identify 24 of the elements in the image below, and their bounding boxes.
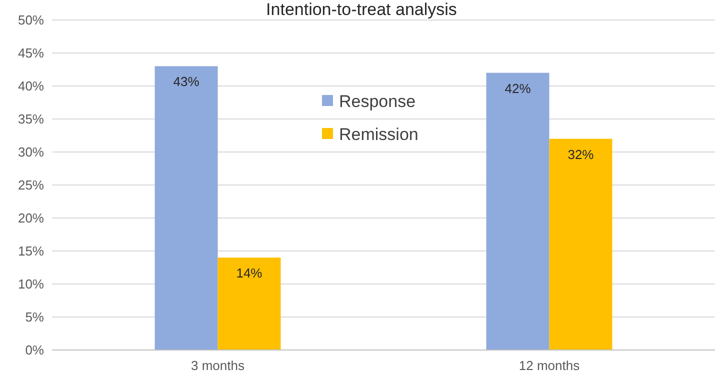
y-tick-label: 10% (18, 276, 44, 292)
data-label: 14% (236, 266, 263, 281)
x-tick-label: 3 months (191, 358, 245, 373)
data-label: 43% (173, 74, 200, 90)
data-label: 32% (568, 146, 594, 162)
bar (154, 66, 218, 350)
y-tick-label: 20% (18, 210, 44, 226)
bar (218, 258, 281, 350)
legend-label: Response (339, 92, 416, 111)
y-tick-label: 25% (18, 178, 44, 193)
data-label: 42% (504, 80, 532, 96)
y-tick-label: 15% (18, 244, 44, 259)
bar (549, 138, 612, 350)
y-tick-label: 50% (18, 12, 44, 28)
bar (486, 72, 550, 350)
y-tick-label: 35% (18, 112, 44, 127)
y-tick-label: 0% (25, 342, 44, 358)
chart-title: Intention-to-treat analysis (266, 0, 457, 19)
y-tick-label: 45% (18, 46, 44, 61)
y-tick-label: 30% (18, 144, 44, 160)
x-tick-label: 12 months (518, 358, 580, 373)
y-tick-label: 5% (25, 310, 44, 325)
y-tick-label: 40% (18, 78, 44, 94)
legend-label: Remission (339, 124, 418, 144)
